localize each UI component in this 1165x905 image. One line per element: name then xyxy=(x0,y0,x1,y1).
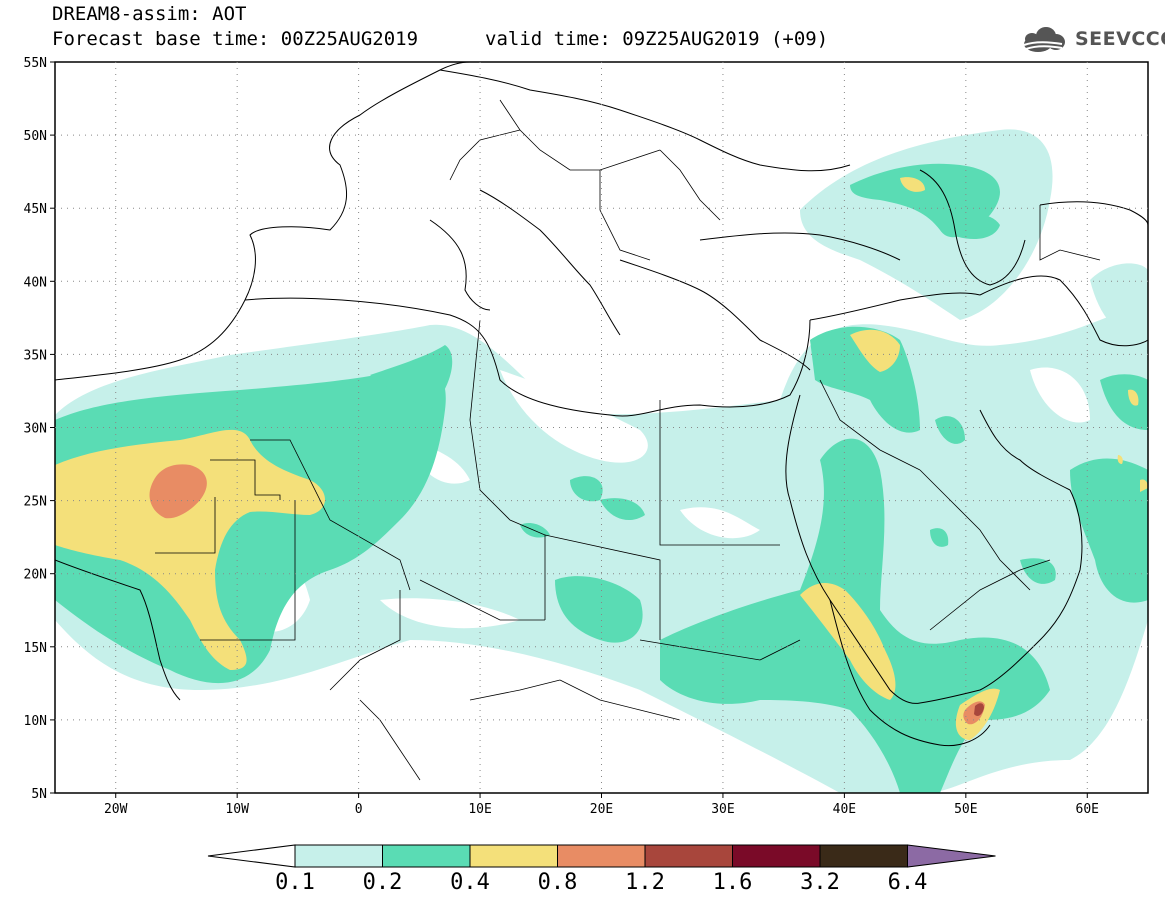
longitude-label: 20W xyxy=(104,802,128,817)
valid-time: valid time: 09Z25AUG2019 (+09) xyxy=(485,28,829,50)
aot-shading xyxy=(55,62,1148,793)
latitude-label: 35N xyxy=(24,348,47,363)
longitude-label: 10E xyxy=(468,802,491,817)
colorbar-low-arrow xyxy=(207,844,296,868)
map-title: DREAM8-assim: AOT xyxy=(52,3,247,25)
graticule xyxy=(55,62,1148,793)
colorbar-swatch xyxy=(557,844,646,868)
latitude-label: 25N xyxy=(24,495,47,510)
axis-labels: 55N 50N 45N 40N 35N 30N 25N 20N 15N 10N 5N 20W 10W 0 1… xyxy=(24,56,1100,817)
latitude-label: 55N xyxy=(24,56,47,71)
colorbar-label: 3.2 xyxy=(800,870,840,895)
colorbar-swatch xyxy=(819,844,908,868)
colorbar-swatch xyxy=(382,844,471,868)
colorbar-label: 0.1 xyxy=(275,870,315,895)
colorbar-swatch xyxy=(469,844,558,868)
latitude-label: 15N xyxy=(24,641,47,656)
aot-level-1-2 xyxy=(974,703,984,716)
colorbar-label: 1.6 xyxy=(712,870,753,895)
longitude-label: 40E xyxy=(833,802,856,817)
latitude-label: 45N xyxy=(24,202,47,217)
longitude-label: 0 xyxy=(355,802,363,817)
latitude-label: 20N xyxy=(24,568,47,583)
logo-text: SEEVCCC xyxy=(1075,28,1165,50)
latitude-label: 50N xyxy=(24,129,47,144)
colorbar-label: 0.4 xyxy=(450,870,490,895)
latitude-label: 40N xyxy=(24,275,47,290)
colorbar-label: 0.2 xyxy=(362,870,403,895)
cloud-icon xyxy=(1023,27,1065,52)
colorbar-label: 0.8 xyxy=(537,870,578,895)
longitude-label: 10W xyxy=(225,802,249,817)
longitude-label: 50E xyxy=(954,802,977,817)
colorbar-swatch xyxy=(644,844,733,868)
colorbar-high-arrow xyxy=(907,844,996,868)
latitude-label: 10N xyxy=(24,714,47,729)
longitude-label: 60E xyxy=(1076,802,1099,817)
latitude-label: 5N xyxy=(31,787,47,802)
colorbar-swatch xyxy=(732,844,821,868)
country-borders xyxy=(155,99,1101,781)
colorbar-swatch xyxy=(294,844,383,868)
coastlines xyxy=(55,62,1148,747)
colorbar-label: 1.2 xyxy=(625,870,665,895)
longitude-label: 20E xyxy=(590,802,613,817)
latitude-label: 30N xyxy=(24,422,47,437)
colorbar-label: 6.4 xyxy=(887,870,928,895)
forecast-base-time: Forecast base time: 00Z25AUG2019 xyxy=(52,28,419,50)
longitude-label: 30E xyxy=(711,802,734,817)
